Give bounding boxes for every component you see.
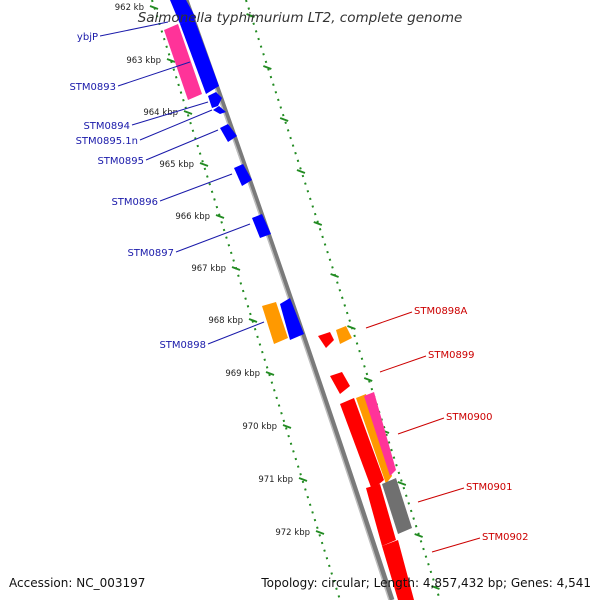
gene-label-STM0897[interactable]: STM0897 — [127, 248, 174, 259]
gene-STM0893[interactable] — [180, 18, 219, 94]
topology-text: Topology: circular; Length: 4,857,432 bp… — [260, 576, 591, 590]
dotted-ring-left — [151, 0, 341, 600]
map-title: Salmonella typhimurium LT2, complete gen… — [138, 10, 463, 26]
gene-label-STM0893[interactable]: STM0893 — [69, 82, 116, 93]
tick-label: 965 kbp — [159, 160, 194, 170]
gene-label-STM0895.1n[interactable]: STM0895.1n — [76, 136, 138, 147]
gene-STM0898A-red[interactable] — [318, 332, 334, 348]
tick-label: 968 kbp — [208, 316, 243, 326]
right-gene-labels: STM0898A STM0899 STM0900 STM0901 STM0902 — [414, 306, 529, 543]
right-leader-lines — [365, 311, 481, 553]
tick-mark-right — [363, 377, 373, 382]
tick-label: 972 kbp — [275, 528, 310, 538]
dotted-ring-right — [245, 0, 441, 600]
gene-STM0901[interactable] — [366, 484, 396, 546]
tick-label: 964 kbp — [143, 108, 178, 118]
gene-label-STM0899[interactable]: STM0899 — [428, 350, 475, 361]
plus-strand-genes — [164, 0, 304, 344]
gene-STM0898A[interactable] — [336, 326, 352, 344]
tick-mark-right — [414, 533, 424, 538]
gene-label-STM0895[interactable]: STM0895 — [97, 156, 144, 167]
gene-label-STM0900[interactable]: STM0900 — [446, 412, 493, 423]
tick-label: 962 kb — [115, 3, 144, 13]
tick-label: 966 kbp — [175, 212, 210, 222]
tick-mark — [298, 477, 308, 482]
tick-label: 970 kbp — [242, 422, 277, 432]
gene-STM0893-magenta[interactable] — [164, 24, 202, 100]
left-gene-labels: ybjP STM0893 STM0894 STM0895.1n STM0895 … — [69, 32, 206, 351]
tick-label: 967 kbp — [191, 264, 226, 274]
gene-STM0900[interactable] — [340, 398, 384, 490]
tick-label: 969 kbp — [225, 369, 260, 379]
gene-label-STM0894[interactable]: STM0894 — [83, 121, 130, 132]
gene-label-ybjP[interactable]: ybjP — [77, 32, 98, 43]
gene-STM0895.1n[interactable] — [213, 106, 226, 114]
gene-label-STM0901[interactable]: STM0901 — [466, 482, 513, 493]
gene-STM0897[interactable] — [252, 214, 271, 238]
tick-label: 963 kbp — [126, 56, 161, 66]
minus-strand-genes — [318, 326, 414, 600]
gene-STM0899[interactable] — [330, 372, 350, 394]
tick-mark — [315, 530, 325, 535]
gene-STM0894[interactable] — [208, 92, 222, 108]
tick-mark-right — [279, 117, 289, 122]
gene-STM0898[interactable] — [280, 298, 304, 340]
tick-mark-right — [431, 585, 440, 590]
tick-mark — [199, 162, 209, 167]
gene-STM0902[interactable] — [382, 540, 414, 600]
gene-label-STM0898[interactable]: STM0898 — [159, 340, 206, 351]
tick-mark — [183, 110, 193, 115]
tick-mark — [149, 5, 159, 10]
tick-mark-right — [313, 221, 323, 226]
tick-mark-right — [347, 325, 356, 330]
gene-label-STM0898A[interactable]: STM0898A — [414, 306, 468, 317]
gene-STM0896[interactable] — [234, 164, 252, 186]
tick-mark-right — [246, 13, 255, 18]
tick-label: 971 kbp — [258, 475, 293, 485]
tick-mark — [231, 266, 241, 271]
gene-STM0901-gray[interactable] — [382, 478, 412, 534]
tick-mark — [282, 424, 292, 429]
tick-mark-right — [330, 273, 339, 278]
gene-label-STM0902[interactable]: STM0902 — [482, 532, 529, 543]
gene-STM0898-orange[interactable] — [262, 302, 288, 344]
tick-mark — [265, 371, 275, 376]
tick-mark-right — [262, 65, 272, 70]
gene-STM0895[interactable] — [220, 124, 237, 142]
left-leader-lines — [99, 21, 265, 345]
gene-ybjP[interactable] — [170, 0, 196, 24]
tick-mark-right — [397, 481, 407, 486]
tick-mark — [166, 58, 176, 63]
accession-text: Accession: NC_003197 — [9, 576, 145, 590]
tick-mark — [248, 318, 258, 323]
tick-mark-right — [296, 169, 306, 174]
gene-label-STM0896[interactable]: STM0896 — [111, 197, 158, 208]
gene-STM0900-magenta[interactable] — [364, 392, 396, 476]
gene-STM0900-orange[interactable] — [356, 394, 392, 484]
tick-mark — [215, 214, 225, 219]
